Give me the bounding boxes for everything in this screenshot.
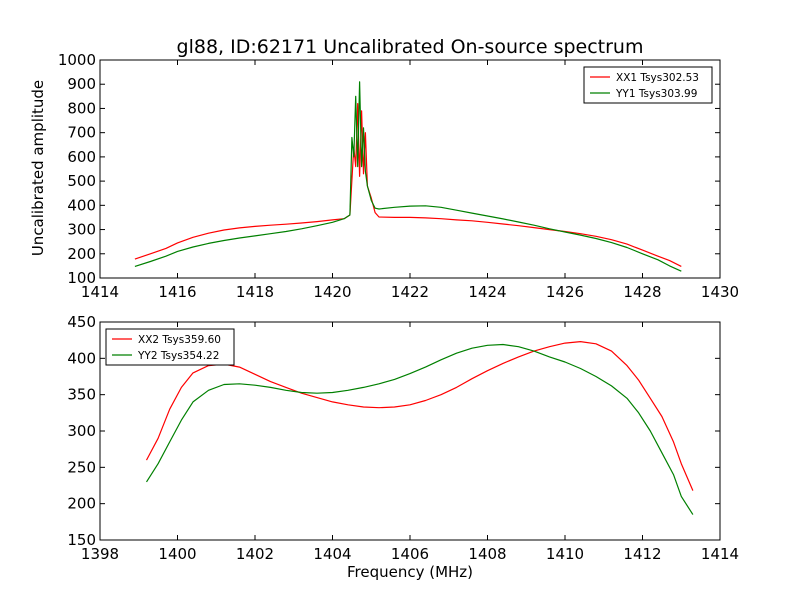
legend: XX1 Tsys302.53 YY1 Tsys303.99 [583,66,713,104]
y-tick-label: 300 [67,221,96,239]
chart-title: gl88, ID:62171 Uncalibrated On-source sp… [177,36,644,58]
y-tick-label: 100 [67,269,96,287]
y-axis-label: Uncalibrated amplitude [29,80,47,256]
y-tick-label: 350 [67,386,96,404]
x-tick-label: 1408 [468,545,506,563]
y-tick-label: 700 [67,124,96,142]
series-line-2 [134,81,682,272]
y-tick-label: 900 [67,75,96,93]
y-tick-label: 400 [67,349,96,367]
legend-label: XX2 Tsys359.60 [138,334,221,346]
x-tick-label: 1406 [391,545,429,563]
x-tick-label: 1426 [546,283,584,301]
y-tick-label: 400 [67,196,96,214]
x-tick-label: 1430 [701,283,739,301]
x-tick-label: 1420 [313,283,351,301]
x-tick-label: 1418 [236,283,274,301]
x-axis-label: Frequency (MHz) [347,563,473,581]
series-line-2 [145,343,694,515]
x-tick-label: 1416 [158,283,196,301]
spectrum-panel-top: 1414 1416 1418 1420 1422 1424 1426 1428 1430 100 2… [58,51,739,301]
legend-label: YY2 Tsys354.22 [137,350,219,362]
legend: XX2 Tsys359.60 YY2 Tsys354.22 [105,328,235,366]
x-tick-label: 1412 [623,545,661,563]
x-tick-label: 1402 [236,545,274,563]
x-tick-label: 1422 [391,283,429,301]
y-tick-label: 250 [67,458,96,476]
spectrum-panel-bottom: 1398 1400 1402 1404 1406 1408 1410 1412 1414 150 2… [67,313,739,563]
legend-label: YY1 Tsys303.99 [615,88,697,100]
x-tick-label: 1414 [81,283,119,301]
y-tick-label: 500 [67,172,96,190]
y-tick-label: 800 [67,99,96,117]
y-tick-label: 200 [67,495,96,513]
y-tick-label: 300 [67,422,96,440]
x-tick-label: 1410 [546,545,584,563]
y-tick-label: 200 [67,245,96,263]
y-tick-label: 150 [67,531,96,549]
x-tick-label: 1428 [623,283,661,301]
y-tick-label: 600 [67,148,96,166]
legend-label: XX1 Tsys302.53 [616,72,699,84]
x-tick-label: 1404 [313,545,351,563]
x-tick-label: 1424 [468,283,506,301]
x-tick-label: 1414 [701,545,739,563]
y-tick-label: 450 [67,313,96,331]
x-tick-label: 1400 [158,545,196,563]
x-tick-label: 1398 [81,545,119,563]
legend-box [105,328,235,366]
legend-box [583,66,713,104]
y-tick-label: 1000 [58,51,96,69]
